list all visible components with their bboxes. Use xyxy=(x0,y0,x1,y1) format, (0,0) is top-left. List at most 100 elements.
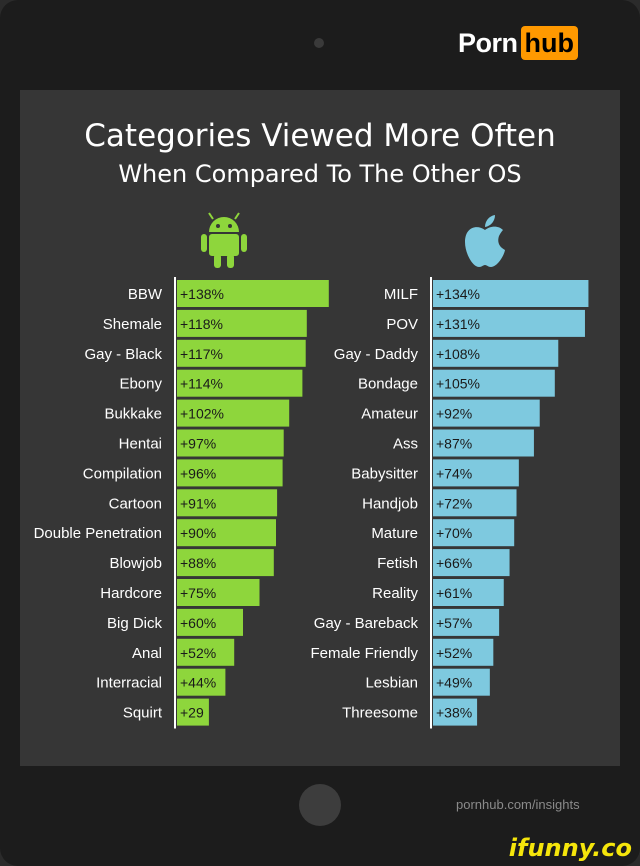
apple-category-label: Gay - Daddy xyxy=(334,346,419,363)
apple-category-label: Handjob xyxy=(362,495,418,512)
ifunny-watermark: ifunny.co xyxy=(508,834,632,862)
android-category-label: Hentai xyxy=(119,436,162,453)
apple-bar xyxy=(433,459,519,487)
android-value-label: +60% xyxy=(180,615,216,631)
android-category-label: Interracial xyxy=(96,675,162,692)
android-value-label: +102% xyxy=(180,406,224,422)
android-category-label: Big Dick xyxy=(107,615,163,632)
android-bar xyxy=(177,459,283,487)
android-value-label: +138% xyxy=(180,286,224,302)
apple-bar xyxy=(433,698,478,726)
apple-bar xyxy=(433,579,504,606)
android-bar xyxy=(177,339,306,367)
apple-value-label: +108% xyxy=(436,346,480,362)
android-icon xyxy=(201,212,247,268)
android-value-label: +117% xyxy=(180,346,223,362)
apple-category-label: Bondage xyxy=(358,376,418,393)
apple-category-label: Threesome xyxy=(342,705,418,722)
apple-value-label: +131% xyxy=(436,316,480,332)
android-value-label: +96% xyxy=(180,465,216,481)
apple-icon xyxy=(465,215,505,267)
apple-value-label: +74% xyxy=(436,465,472,481)
apple-value-label: +105% xyxy=(436,376,480,392)
android-category-label: Gay - Black xyxy=(84,346,162,363)
apple-value-label: +38% xyxy=(436,705,472,721)
apple-bar xyxy=(433,638,494,666)
android-value-label: +29 xyxy=(180,705,204,721)
apple-bar xyxy=(433,489,517,517)
android-value-label: +118% xyxy=(180,316,223,332)
android-bar xyxy=(177,608,243,636)
apple-bar xyxy=(433,280,589,307)
apple-category-label: MILF xyxy=(384,286,418,303)
apple-value-label: +61% xyxy=(436,585,472,601)
chart-title: Categories Viewed More Often xyxy=(84,118,556,154)
android-value-label: +97% xyxy=(180,436,216,452)
apple-value-label: +92% xyxy=(436,406,472,422)
apple-value-label: +87% xyxy=(436,436,472,452)
apple-value-label: +72% xyxy=(436,495,472,511)
chart-screen xyxy=(20,90,620,766)
android-bar xyxy=(177,549,274,577)
apple-bar xyxy=(433,668,490,696)
apple-value-label: +57% xyxy=(436,615,472,631)
android-value-label: +44% xyxy=(180,675,216,691)
android-value-label: +114% xyxy=(180,376,223,392)
apple-value-label: +66% xyxy=(436,555,472,571)
apple-category-label: Reality xyxy=(372,585,418,602)
android-bar xyxy=(177,698,209,726)
apple-bar xyxy=(433,339,559,367)
android-bar xyxy=(177,489,278,517)
home-button[interactable] xyxy=(299,784,341,826)
android-value-label: +91% xyxy=(180,495,216,511)
android-category-label: Shemale xyxy=(103,316,162,333)
android-bar xyxy=(177,429,284,457)
android-bar xyxy=(177,638,235,666)
android-category-label: Anal xyxy=(132,645,162,662)
android-bar xyxy=(177,309,307,337)
pornhub-logo: Porn hub xyxy=(458,25,578,61)
apple-category-label: Female Friendly xyxy=(310,645,418,662)
android-value-label: +52% xyxy=(180,645,216,661)
android-value-label: +88% xyxy=(180,555,216,571)
android-bar xyxy=(177,369,303,397)
apple-bar xyxy=(433,608,500,636)
apple-category-label: Gay - Bareback xyxy=(314,615,419,632)
apple-category-label: Fetish xyxy=(377,555,418,572)
apple-bar xyxy=(433,549,510,577)
android-value-label: +90% xyxy=(180,525,216,541)
android-bar xyxy=(177,519,276,547)
apple-category-label: Mature xyxy=(371,525,418,542)
apple-value-label: +134% xyxy=(436,286,480,302)
chart-subtitle: When Compared To The Other OS xyxy=(118,160,522,188)
android-category-label: Compilation xyxy=(83,465,162,482)
android-bar xyxy=(177,280,329,307)
camera-dot xyxy=(314,38,324,48)
apple-bar xyxy=(433,399,540,427)
apple-category-label: Babysitter xyxy=(351,465,418,482)
apple-category-label: POV xyxy=(386,316,418,333)
android-value-label: +75% xyxy=(180,585,216,601)
android-category-label: Hardcore xyxy=(100,585,162,602)
source-url: pornhub.com/insights xyxy=(456,797,580,812)
apple-category-label: Lesbian xyxy=(365,675,418,692)
android-category-label: Cartoon xyxy=(109,495,162,512)
android-category-label: Ebony xyxy=(119,376,162,393)
apple-bar xyxy=(433,519,515,547)
android-category-label: Bukkake xyxy=(104,406,162,423)
apple-value-label: +49% xyxy=(436,675,472,691)
apple-bar xyxy=(433,429,534,457)
apple-bar xyxy=(433,369,555,397)
android-category-label: Double Penetration xyxy=(34,525,162,542)
apple-bar xyxy=(433,309,585,337)
android-bar xyxy=(177,668,226,696)
apple-value-label: +52% xyxy=(436,645,472,661)
android-category-label: BBW xyxy=(128,286,163,303)
apple-category-label: Amateur xyxy=(361,406,418,423)
apple-value-label: +70% xyxy=(436,525,472,541)
logo-text-porn: Porn xyxy=(458,27,518,58)
android-bar xyxy=(177,399,290,427)
android-bar xyxy=(177,579,260,606)
android-category-label: Squirt xyxy=(123,705,163,722)
